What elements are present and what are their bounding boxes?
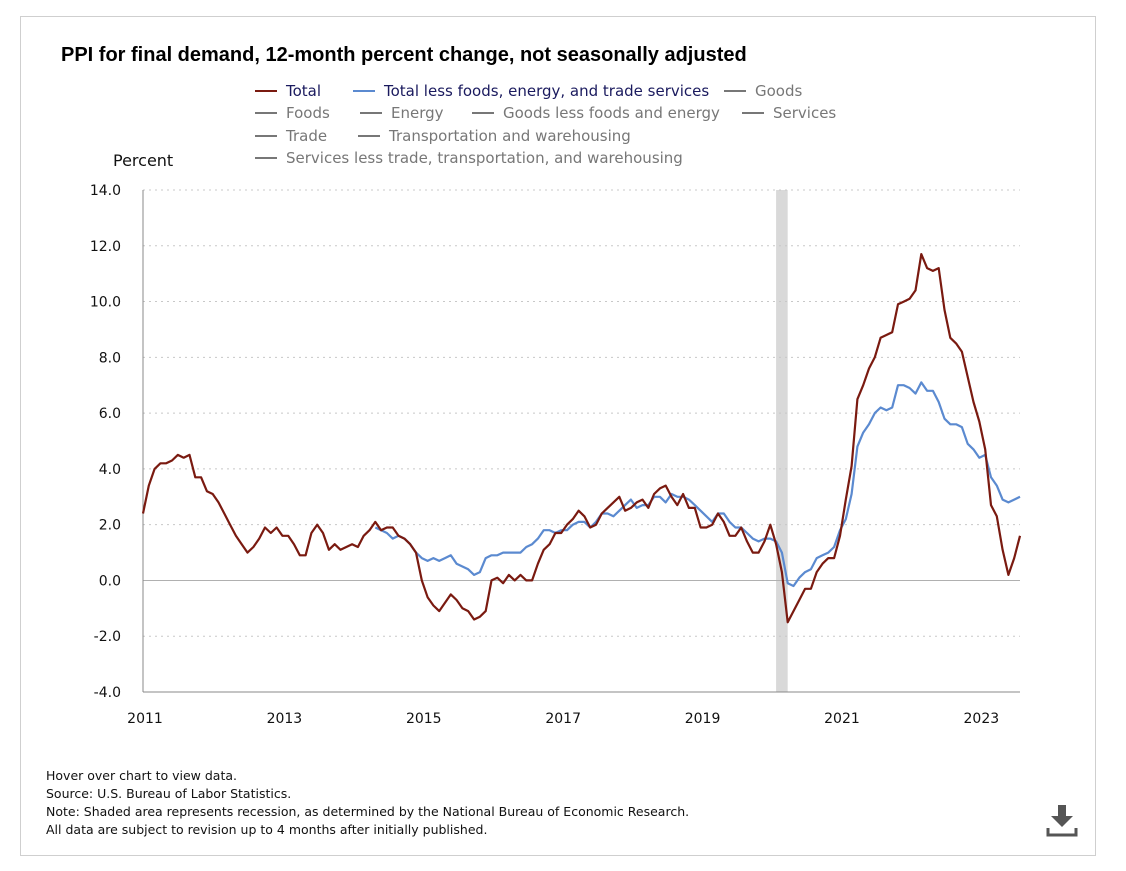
x-tick-label: 2011 bbox=[127, 711, 163, 727]
legend-swatch bbox=[360, 112, 382, 114]
legend-swatch bbox=[742, 112, 764, 114]
y-tick-label: 6.0 bbox=[99, 406, 121, 422]
legend-label: Total bbox=[286, 82, 322, 100]
legend-swatch bbox=[358, 135, 380, 137]
legend-item-core[interactable]: Total less foods, energy, and trade serv… bbox=[353, 82, 709, 100]
recession-note: Note: Shaded area represents recession, … bbox=[46, 804, 690, 819]
legend-item-transportation[interactable]: Transportation and warehousing bbox=[358, 127, 631, 145]
legend-swatch bbox=[255, 157, 277, 159]
legend-swatch bbox=[472, 112, 494, 114]
legend-swatch bbox=[353, 90, 375, 92]
legend-item-services-less-ttw[interactable]: Services less trade, transportation, and… bbox=[255, 149, 683, 167]
y-tick-label: -4.0 bbox=[94, 685, 121, 701]
y-tick-label: 2.0 bbox=[99, 518, 121, 534]
x-tick-label: 2017 bbox=[545, 711, 581, 727]
download-icon bbox=[1046, 805, 1078, 837]
legend-label: Energy bbox=[391, 104, 444, 122]
legend-item-trade[interactable]: Trade bbox=[255, 127, 327, 145]
y-axis-label: Percent bbox=[113, 151, 174, 170]
y-tick-label: 0.0 bbox=[99, 573, 121, 589]
revision-note: All data are subject to revision up to 4… bbox=[46, 822, 488, 837]
x-tick-label: 2019 bbox=[685, 711, 721, 727]
hover-note: Hover over chart to view data. bbox=[46, 768, 237, 783]
chart-frame bbox=[20, 16, 1096, 856]
legend-item-total[interactable]: Total bbox=[255, 82, 321, 100]
legend-item-services[interactable]: Services bbox=[742, 104, 836, 122]
y-tick-label: 12.0 bbox=[90, 239, 121, 255]
x-tick-label: 2023 bbox=[964, 711, 1000, 727]
legend-swatch bbox=[724, 90, 746, 92]
legend-label: Goods bbox=[755, 82, 803, 100]
legend-label: Total less foods, energy, and trade serv… bbox=[384, 82, 710, 100]
y-tick-label: 14.0 bbox=[90, 183, 121, 199]
source-note: Source: U.S. Bureau of Labor Statistics. bbox=[46, 786, 292, 801]
series-line-total[interactable] bbox=[141, 253, 1022, 624]
legend-label: Services less trade, transportation, and… bbox=[286, 149, 683, 167]
recession-shading bbox=[776, 190, 788, 692]
legend: Total Total less foods, energy, and trad… bbox=[0, 0, 1126, 180]
y-tick-label: 8.0 bbox=[99, 350, 121, 366]
chart-notes: Hover over chart to view data. Source: U… bbox=[46, 767, 689, 839]
download-button[interactable] bbox=[1045, 803, 1079, 839]
legend-label: Services bbox=[773, 104, 837, 122]
legend-item-goods[interactable]: Goods bbox=[724, 82, 802, 100]
series-line-total-less-foods-energy-and-trade-services[interactable] bbox=[374, 381, 1021, 588]
legend-item-foods[interactable]: Foods bbox=[255, 104, 330, 122]
legend-label: Trade bbox=[286, 127, 328, 145]
legend-swatch bbox=[255, 90, 277, 92]
x-tick-label: 2021 bbox=[824, 711, 860, 727]
legend-swatch bbox=[255, 112, 277, 114]
x-tick-label: 2015 bbox=[406, 711, 442, 727]
legend-label: Foods bbox=[286, 104, 330, 122]
legend-swatch bbox=[255, 135, 277, 137]
x-tick-label: 2013 bbox=[267, 711, 303, 727]
legend-item-energy[interactable]: Energy bbox=[360, 104, 444, 122]
y-tick-label: -2.0 bbox=[94, 629, 121, 645]
legend-label: Goods less foods and energy bbox=[503, 104, 720, 122]
chart-title: PPI for final demand, 12-month percent c… bbox=[61, 44, 747, 66]
legend-item-goods-less-foods-energy[interactable]: Goods less foods and energy bbox=[472, 104, 720, 122]
y-tick-label: 10.0 bbox=[90, 295, 121, 311]
y-tick-label: 4.0 bbox=[99, 462, 121, 478]
legend-label: Transportation and warehousing bbox=[389, 127, 631, 145]
